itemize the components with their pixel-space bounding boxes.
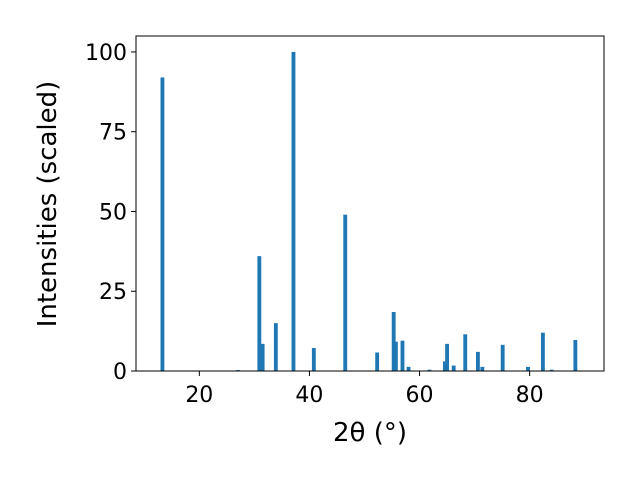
bar (480, 366, 485, 371)
bar (442, 361, 447, 371)
bars-group (160, 51, 578, 371)
x-tick-label: 80 (516, 383, 544, 408)
bar (375, 352, 380, 371)
y-axis-label: Intensities (scaled) (33, 81, 63, 328)
y-tick-label: 50 (99, 200, 127, 225)
y-tick-label: 100 (85, 41, 127, 66)
bar (427, 369, 432, 371)
bar (573, 340, 578, 371)
x-tick-label: 60 (406, 383, 434, 408)
bar (400, 340, 405, 371)
x-axis-label: 2θ (°) (333, 418, 407, 448)
bar (343, 214, 348, 371)
bar (260, 343, 265, 371)
y-tick-label: 25 (99, 280, 127, 305)
bar (500, 344, 505, 371)
y-tick-label: 75 (99, 121, 127, 146)
bar (549, 369, 554, 371)
bar (526, 366, 530, 371)
bar (160, 77, 165, 371)
bar (451, 365, 456, 371)
bar (540, 332, 545, 371)
bar (311, 348, 316, 371)
bar (291, 51, 296, 371)
bar (257, 256, 262, 371)
y-tick-label: 0 (113, 360, 127, 385)
bar (273, 323, 278, 371)
bar (445, 343, 450, 371)
bar (406, 366, 411, 371)
y-axis-ticks: 0 25 50 75 100 (85, 41, 136, 385)
x-tick-label: 40 (295, 383, 323, 408)
bar (391, 311, 396, 371)
x-axis-ticks: 20 40 60 80 (185, 371, 544, 408)
plot-frame (135, 35, 605, 372)
bar (393, 341, 398, 371)
x-tick-label: 20 (185, 383, 213, 408)
bar (475, 351, 480, 371)
bar (463, 334, 468, 371)
